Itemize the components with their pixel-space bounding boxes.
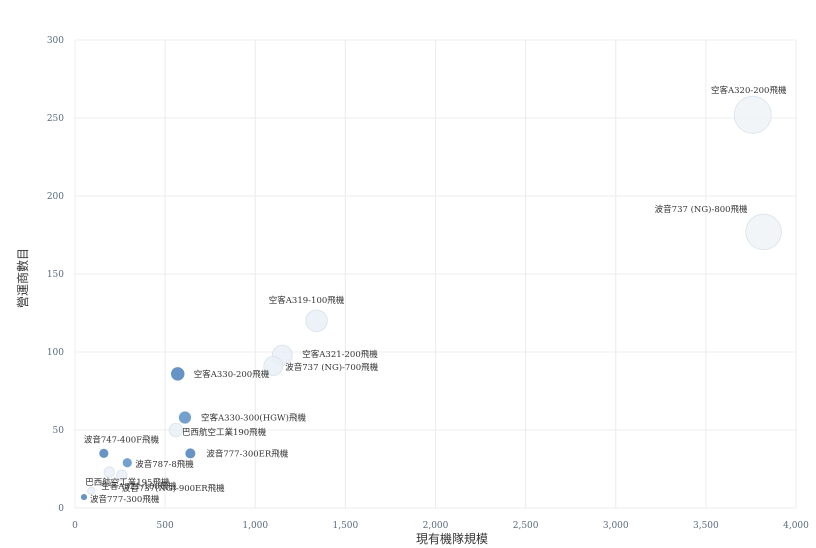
data-point — [98, 447, 110, 460]
data-point — [263, 356, 284, 377]
y-tick-label: 200 — [47, 192, 64, 202]
x-tick-label: 2,000 — [423, 521, 449, 531]
x-tick-label: 4,000 — [783, 521, 809, 531]
data-point — [177, 410, 193, 425]
data-point — [169, 365, 186, 382]
y-tick-label: 50 — [53, 426, 65, 436]
point-label: 空客A319-100飛機 — [269, 295, 345, 306]
point-label: 巴西航空工業190飛機 — [182, 427, 267, 438]
y-tick-label: 100 — [47, 348, 64, 358]
x-axis-title: 現有機隊規模 — [416, 531, 488, 546]
x-tick-label: 0 — [72, 521, 78, 531]
y-tick-label: 0 — [58, 504, 64, 514]
x-tick-label: 500 — [157, 521, 174, 531]
point-label: 空客A330-300(HGW)飛機 — [201, 413, 307, 424]
tick-labels: 0 500 1,000 1,500 2,000 2,500 3,000 3,500 4,000 0… — [47, 36, 809, 531]
x-tick-label: 3,000 — [603, 521, 629, 531]
data-point — [103, 466, 115, 478]
data-point — [733, 95, 772, 134]
data-point — [121, 456, 134, 469]
point-label: 波音737(NG)-900ER飛機 — [122, 483, 225, 494]
y-tick-label: 300 — [47, 36, 64, 46]
point-label: 巴西航空工業195飛機 — [85, 477, 170, 488]
data-point — [305, 309, 328, 333]
data-point — [745, 213, 782, 251]
data-point — [184, 447, 197, 460]
point-label: 空客A320-200飛機 — [711, 85, 787, 96]
data-point — [168, 422, 184, 438]
data-point — [116, 469, 128, 481]
data-point — [79, 492, 89, 502]
point-label: 空客A321-100飛機 — [101, 481, 177, 492]
data-points — [79, 95, 782, 502]
point-label: 波音747-400F飛機 — [84, 434, 160, 445]
data-point — [87, 486, 96, 496]
point-label: 波音777-300飛機 — [90, 494, 160, 505]
y-axis-title: 營運商數目 — [15, 248, 30, 308]
x-tick-label: 1,000 — [242, 521, 268, 531]
point-label: 波音777-300ER飛機 — [206, 448, 288, 459]
point-label: 空客A321-200飛機 — [302, 349, 378, 360]
point-label: 波音787-8飛機 — [135, 459, 194, 470]
y-tick-label: 250 — [47, 114, 64, 124]
point-label: 空客A330-200飛機 — [194, 369, 270, 380]
point-label: 波音737 (NG)-800飛機 — [655, 204, 748, 215]
y-tick-label: 150 — [47, 270, 64, 280]
x-tick-label: 3,500 — [693, 521, 719, 531]
x-tick-label: 1,500 — [332, 521, 358, 531]
grid-layer — [74, 39, 797, 509]
x-tick-label: 2,500 — [513, 521, 539, 531]
point-label: 波音737 (NG)-700飛機 — [285, 362, 378, 373]
